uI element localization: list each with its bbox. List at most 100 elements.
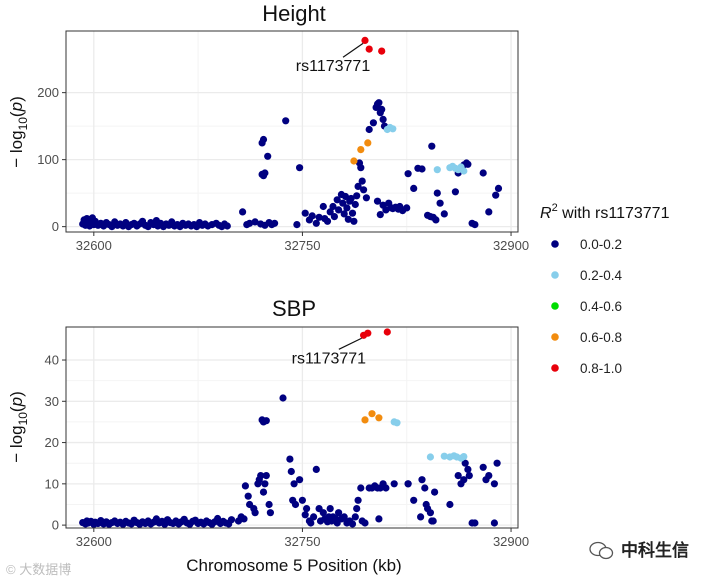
svg-text:− log10(p): − log10(p) — [7, 96, 30, 168]
data-point — [351, 513, 359, 521]
data-point — [310, 513, 318, 521]
data-point — [341, 192, 350, 201]
data-point — [404, 480, 412, 488]
data-point — [301, 209, 309, 217]
data-point — [353, 192, 361, 200]
data-point — [418, 476, 426, 484]
data-point — [490, 480, 498, 488]
data-point — [375, 99, 383, 107]
data-point — [471, 519, 479, 527]
data-point — [365, 45, 373, 53]
data-point — [433, 189, 441, 197]
data-point — [333, 196, 341, 204]
data-point — [296, 164, 304, 172]
data-point — [432, 216, 440, 224]
legend-swatch — [551, 364, 559, 372]
y-tick-label: 20 — [45, 435, 59, 450]
data-point — [303, 505, 311, 513]
data-point — [335, 206, 343, 214]
x-tick-label: 32600 — [76, 238, 112, 253]
data-point — [494, 184, 503, 192]
data-point — [378, 105, 386, 113]
x-tick-label: 32750 — [284, 238, 320, 253]
data-point — [451, 188, 459, 196]
data-point — [436, 199, 444, 207]
data-point — [301, 511, 309, 519]
y-tick-label: 30 — [45, 394, 59, 409]
height-panel-border — [65, 30, 519, 233]
data-point — [223, 222, 231, 230]
data-point — [389, 125, 397, 133]
data-point — [296, 476, 304, 484]
legend-label: 0.6-0.8 — [580, 330, 622, 345]
data-point — [329, 202, 337, 211]
data-point — [298, 496, 306, 504]
data-point — [433, 166, 441, 174]
data-point — [259, 135, 268, 144]
data-point — [379, 115, 387, 123]
data-point — [319, 509, 327, 517]
data-point — [490, 519, 498, 527]
data-point — [358, 177, 366, 185]
data-point — [262, 472, 270, 480]
data-point — [251, 509, 259, 517]
data-point — [426, 453, 434, 461]
data-point — [315, 213, 323, 221]
data-point — [227, 516, 236, 524]
data-point — [390, 480, 398, 488]
data-point — [440, 210, 448, 218]
svg-text:− log10(p): − log10(p) — [7, 391, 30, 463]
y-tick-label: 0 — [52, 518, 59, 533]
data-point — [454, 472, 462, 480]
height-grid — [66, 31, 518, 232]
data-point — [262, 417, 270, 425]
watermark-left: © 大数据博 — [6, 562, 71, 577]
data-point — [261, 480, 269, 488]
data-point — [348, 520, 357, 528]
data-point — [493, 459, 501, 467]
data-point — [241, 482, 249, 490]
data-point — [261, 169, 269, 177]
data-point — [464, 160, 472, 168]
data-point — [344, 215, 352, 223]
data-point — [291, 500, 300, 509]
data-point — [290, 480, 298, 488]
data-point — [323, 217, 332, 225]
data-point — [479, 463, 487, 471]
data-point — [348, 209, 357, 217]
data-point — [418, 165, 426, 173]
data-point — [382, 206, 390, 214]
data-point — [485, 472, 493, 480]
height-annotation-line — [342, 42, 364, 58]
data-point — [340, 210, 348, 218]
data-point — [353, 505, 361, 513]
data-point — [307, 519, 315, 527]
data-point — [492, 191, 500, 199]
x-tick-label: 32900 — [493, 238, 529, 253]
sbp-ticks: 32600 32750 32900 0 10 20 30 40 — [45, 353, 530, 549]
data-point — [376, 211, 384, 219]
x-tick-label: 32750 — [284, 534, 320, 549]
legend-label: 0.2-0.4 — [580, 268, 623, 283]
data-point — [404, 170, 412, 178]
data-point — [357, 164, 365, 172]
data-point — [312, 465, 320, 473]
y-tick-label: 40 — [45, 353, 59, 368]
data-point — [264, 152, 272, 160]
data-point — [382, 484, 390, 492]
data-point — [429, 517, 437, 525]
height-plot-area — [66, 31, 518, 232]
data-point — [440, 452, 448, 460]
data-point — [360, 186, 368, 194]
data-point — [240, 515, 248, 523]
data-point — [373, 197, 382, 205]
data-point — [460, 476, 468, 484]
data-point — [426, 509, 434, 517]
data-point — [354, 496, 362, 504]
data-point — [357, 484, 365, 492]
y-tick-label: 0 — [52, 219, 59, 234]
y-tick-label: 100 — [37, 152, 59, 167]
data-point — [335, 509, 343, 517]
sbp-annotation-label: rs1173771 — [292, 350, 367, 367]
data-point — [417, 513, 425, 521]
